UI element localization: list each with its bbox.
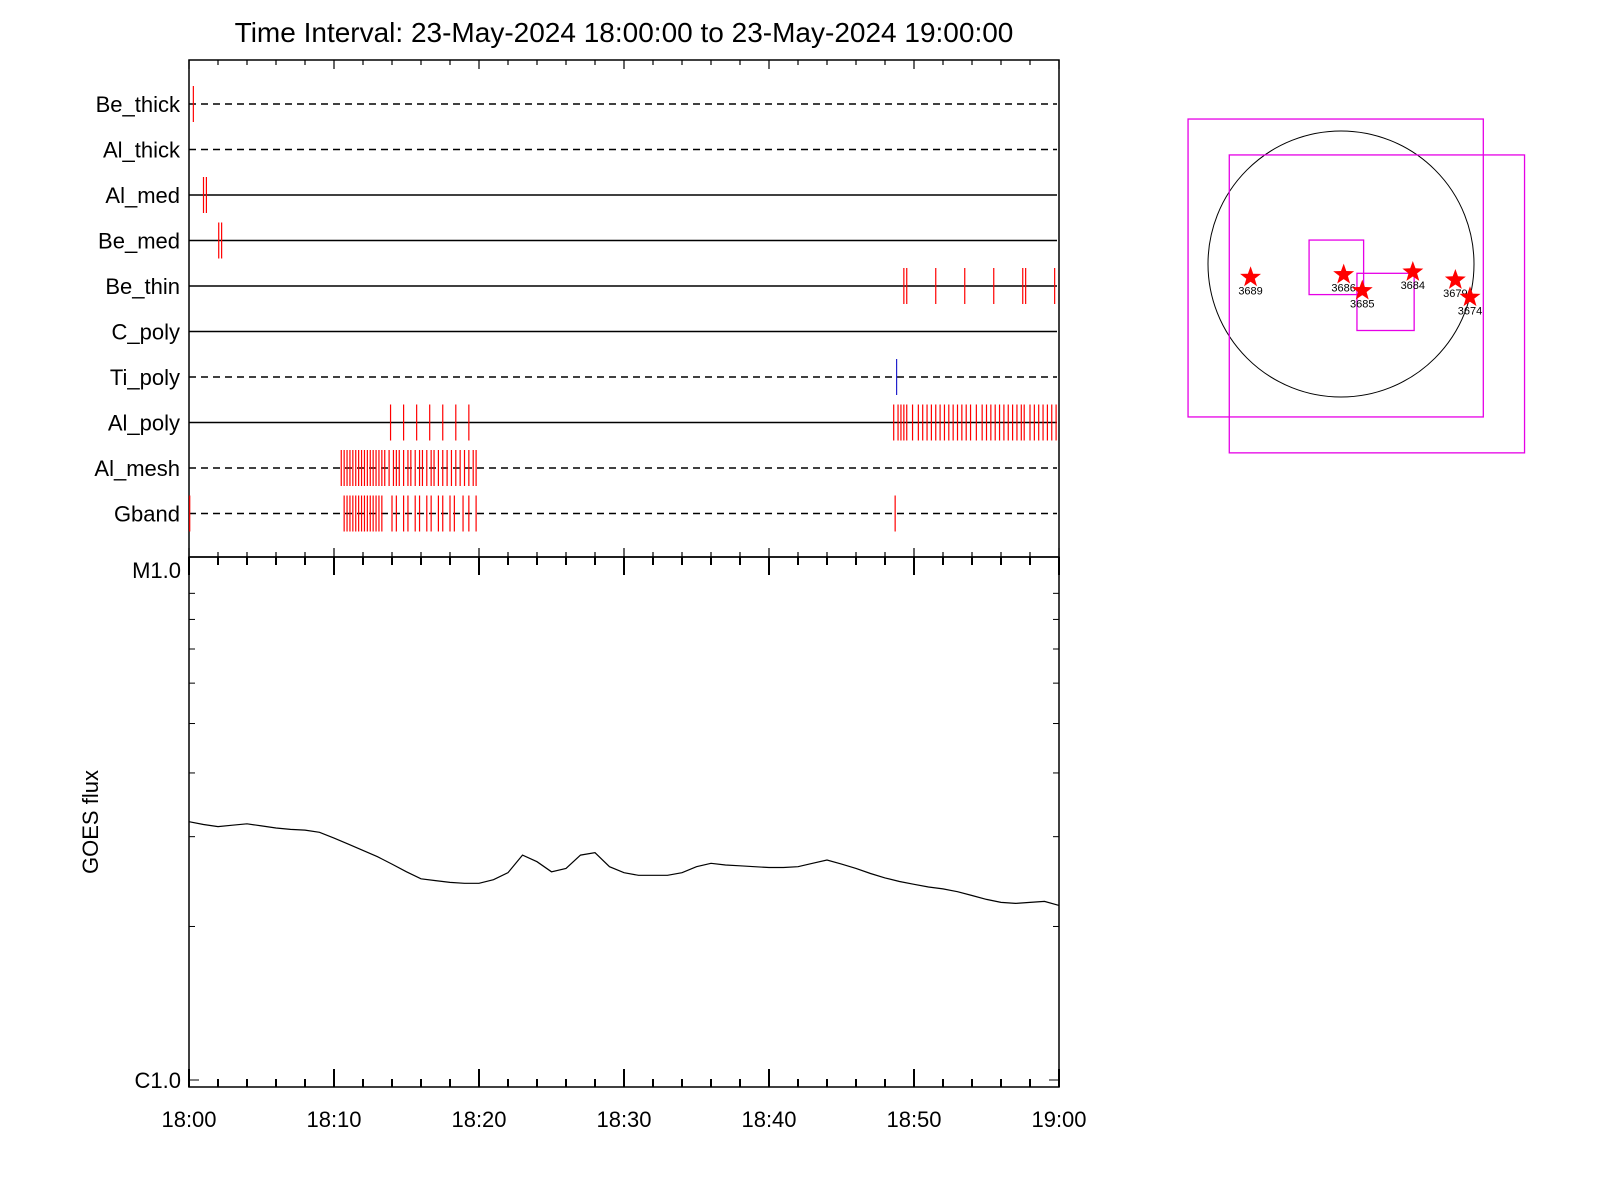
track-label: Be_thick (96, 92, 181, 117)
x-tick-label: 19:00 (1031, 1107, 1086, 1132)
x-tick-label: 18:50 (886, 1107, 941, 1132)
active-region-star (1333, 263, 1355, 284)
field-of-view-boxes (1187, 118, 1526, 454)
active-region-label: 3686 (1331, 283, 1355, 295)
track-label: Al_mesh (94, 456, 180, 481)
goes-tick-labels: 18:00 18:10 18:20 18:30 18:40 18:50 19:00 M1.0 C… (132, 558, 1086, 1132)
active-region-markers: 3689 3686 3685 3684 3679 3674 (1238, 261, 1482, 317)
x-tick-label: 18:00 (161, 1107, 216, 1132)
solar-disk (1207, 130, 1475, 398)
x-tick-label: 18:10 (306, 1107, 361, 1132)
active-region-label: 3679 (1443, 288, 1467, 300)
fov-box (1308, 239, 1365, 296)
track-label: Al_poly (108, 411, 180, 436)
fov-box (1228, 154, 1526, 454)
track-label: C_poly (112, 320, 180, 345)
goes-frame (188, 556, 1060, 1088)
active-region-star (1240, 266, 1261, 287)
active-region-star (1351, 279, 1373, 300)
y-tick-label: C1.0 (135, 1068, 181, 1093)
track-label: Al_med (105, 183, 180, 208)
timeline-frame (188, 59, 1060, 558)
track-label: Be_med (98, 229, 180, 254)
x-tick-label: 18:20 (451, 1107, 506, 1132)
active-region-star (1459, 286, 1481, 307)
goes-panel: 18:00 18:10 18:20 18:30 18:40 18:50 19:00 M1.0 C… (78, 556, 1087, 1132)
track-label: Ti_poly (110, 365, 180, 390)
goes-flux-line (188, 821, 1060, 906)
fov-box (1356, 272, 1415, 332)
active-region-label: 3684 (1401, 280, 1425, 292)
track-label: Be_thin (105, 274, 180, 299)
active-region-star (1402, 261, 1424, 281)
track-label: Gband (114, 502, 180, 527)
goes-axis-ticks (188, 557, 1060, 1087)
active-region-label: 3685 (1350, 299, 1374, 311)
x-tick-label: 18:30 (596, 1107, 651, 1132)
chart-title: Time Interval: 23-May-2024 18:00:00 to 2… (235, 17, 1014, 48)
timeline-panel: Be_thick Al_thick Al_med Be_med Be_thin C_pol… (94, 59, 1060, 558)
fov-box (1187, 118, 1484, 418)
timeline-tracks: Be_thick Al_thick Al_med Be_med Be_thin C_pol… (94, 60, 1060, 557)
solar-disk-panel: 3689 3686 3685 3684 3679 3674 (1187, 118, 1526, 454)
x-tick-label: 18:40 (741, 1107, 796, 1132)
track-label: Al_thick (103, 138, 181, 163)
y-tick-label: M1.0 (132, 558, 181, 583)
active-region-label: 3674 (1458, 305, 1482, 317)
y-axis-label: GOES flux (78, 770, 103, 874)
active-region-label: 3689 (1238, 285, 1262, 297)
active-region-star (1444, 269, 1466, 289)
